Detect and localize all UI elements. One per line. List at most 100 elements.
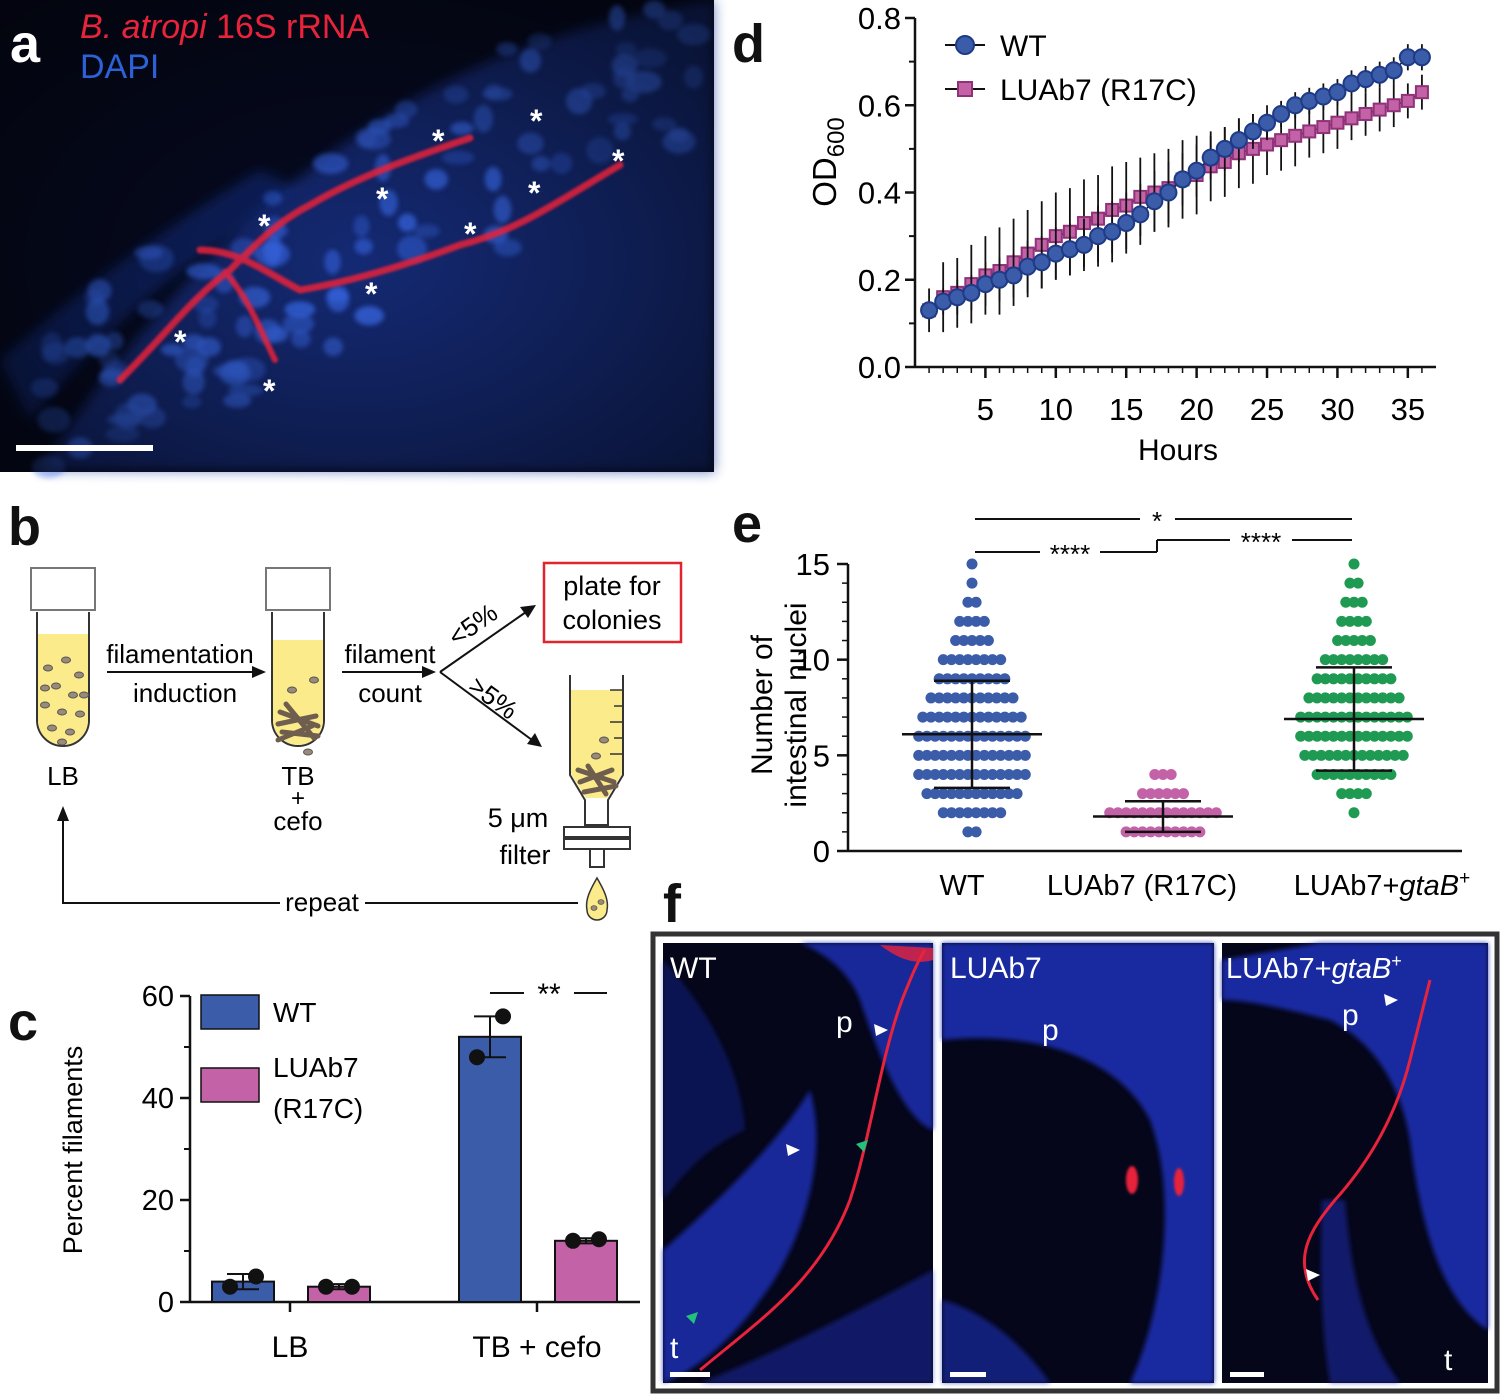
e-dot: [1356, 749, 1368, 761]
e-dot: [962, 768, 974, 780]
e-dot: [1352, 673, 1364, 685]
e-dot: [1161, 788, 1173, 800]
asterisk: *: [258, 208, 271, 244]
e-sig-mutant-vs-rescue: ****: [1241, 527, 1281, 557]
c-ytick-label: 60: [142, 981, 174, 1013]
asterisk: *: [263, 373, 276, 409]
f-label-p: p: [1042, 1014, 1059, 1047]
e-dot: [1352, 730, 1364, 742]
legend-label-mutant-allele: (R17C): [273, 1093, 363, 1124]
e-dot: [974, 711, 986, 723]
d-point-wt: [1328, 83, 1347, 102]
fish-probe-label: B. atropi 16S rRNA: [80, 8, 369, 46]
asterisk: *: [376, 181, 389, 217]
c-ytick-label: 40: [142, 1083, 174, 1115]
e-dot: [1340, 749, 1352, 761]
c-replicate-point: [495, 1008, 511, 1025]
d-point-wt: [1145, 192, 1164, 211]
e-dot: [1336, 654, 1348, 666]
d-point-wt: [1131, 205, 1150, 224]
e-dot: [987, 807, 998, 819]
c-replicate-point: [318, 1278, 334, 1295]
e-dot: [1364, 749, 1376, 761]
panel-letter-f: f: [663, 874, 682, 934]
e-dot: [1377, 673, 1389, 685]
c-category-label: TB + cefo: [472, 1331, 601, 1364]
d-ylabel: OD600: [806, 117, 850, 207]
repeat-loop-arrow: repeat: [57, 806, 578, 917]
e-dot: [1369, 673, 1380, 685]
filter-membrane: [563, 826, 631, 838]
e-dot: [1332, 635, 1344, 647]
e-dot: [974, 692, 986, 704]
syringe-graduations: [610, 689, 622, 755]
e-dot: [1348, 807, 1360, 819]
e-dot: [995, 807, 1007, 819]
intestine-tissue: [942, 943, 1214, 1383]
d-ytick-label: 0.6: [858, 88, 901, 123]
e-dot: [954, 654, 966, 666]
f-subpanel-rescue: LUAb7+gtaB+ p t: [1222, 943, 1488, 1383]
e-dot: [1165, 768, 1177, 780]
panel-a: * * * * * * * * * * a B. atropi 16S rRNA…: [0, 0, 714, 479]
e-dot: [1319, 654, 1331, 666]
d-point-mutant: [1344, 111, 1359, 126]
e-category-label-wt: WT: [939, 870, 984, 902]
d-point-wt: [1243, 122, 1262, 141]
syringe-filter: 5 μm filter: [488, 675, 631, 921]
arrowhead-white: [1384, 994, 1398, 1006]
e-dot: [1003, 788, 1015, 800]
e-dot: [1003, 768, 1015, 780]
e-dot: [982, 692, 994, 704]
d-xtick-label: 30: [1320, 392, 1354, 427]
rescue-superscript: +: [1391, 951, 1402, 971]
d-point-mutant: [1274, 133, 1289, 148]
e-dot: [962, 826, 974, 838]
e-ytick-label: 10: [796, 643, 830, 678]
e-dot: [987, 654, 998, 666]
e-dot: [1352, 577, 1364, 589]
d-xlabel: Hours: [1138, 434, 1218, 467]
d-point-wt: [1201, 148, 1220, 167]
arrow-label-bottom: induction: [133, 678, 237, 708]
e-dot: [1369, 730, 1380, 742]
e-dot: [937, 807, 949, 819]
e-dot: [1319, 673, 1331, 685]
e-dot: [1299, 749, 1311, 761]
d-point-mutant: [1372, 102, 1387, 117]
bacterial-filament: [1302, 979, 1432, 1301]
e-dot: [1007, 711, 1019, 723]
d-xtick-label: 5: [977, 392, 994, 427]
branch-label-high: >5%: [463, 670, 523, 725]
e-dot: [1315, 749, 1327, 761]
d-legend: WT LUAb7 (R17C): [945, 30, 1197, 107]
e-dot: [921, 768, 933, 780]
f-label-t: t: [670, 1332, 679, 1365]
e-dot: [1344, 692, 1356, 704]
e-stats: [902, 666, 1424, 834]
e-dot: [1149, 768, 1161, 780]
e-dot: [954, 749, 966, 761]
c-bars: [211, 1008, 618, 1304]
c-ytick-label: 20: [142, 1185, 174, 1217]
e-dot: [954, 768, 966, 780]
e-dot: [946, 749, 957, 761]
rescue-gene: gtaB: [1332, 953, 1392, 985]
intestine-tissue: [663, 943, 933, 1383]
d-point-mutant: [1330, 115, 1345, 130]
arrow-label-bottom: count: [358, 678, 422, 708]
e-dot: [1328, 730, 1339, 742]
d-xtick-label: 20: [1179, 392, 1213, 427]
e-category-labels: WT LUAb7 (R17C) LUAb7+gtaB+: [939, 868, 1470, 902]
d-xtick-label: 15: [1109, 392, 1143, 427]
e-dot: [1356, 596, 1368, 608]
e-dot: [1385, 692, 1397, 704]
repeat-label: repeat: [285, 887, 359, 917]
e-dot: [1360, 730, 1372, 742]
panel-letter-d: d: [732, 14, 765, 74]
d-point-wt: [1103, 222, 1122, 241]
d-point-mutant: [1386, 98, 1401, 113]
e-dot: [937, 654, 949, 666]
c-legend: WT LUAb7 (R17C): [200, 994, 363, 1124]
e-dot: [941, 692, 953, 704]
